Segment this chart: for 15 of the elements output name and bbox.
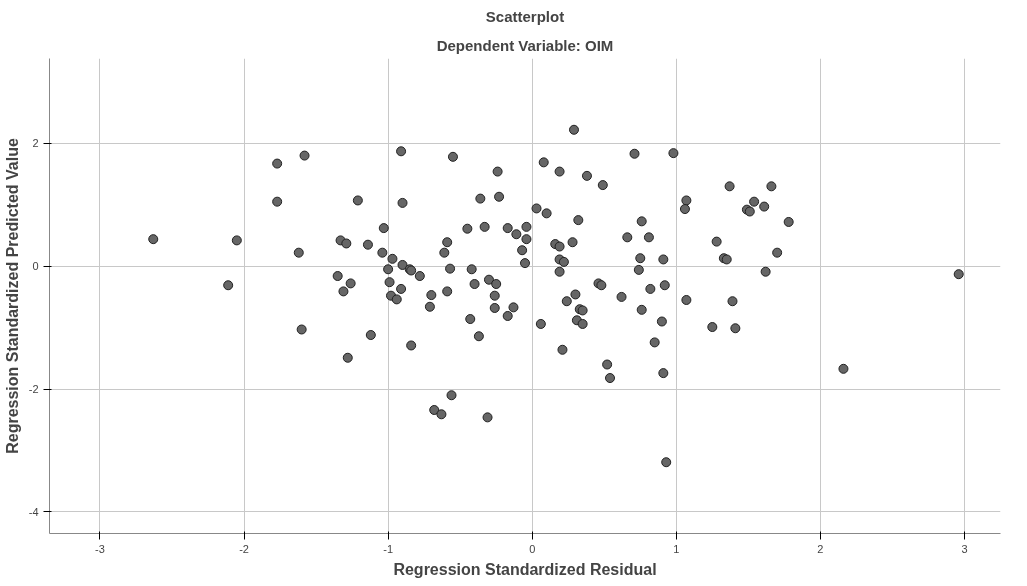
y-tick-label: 0 — [32, 260, 39, 273]
y-tick-label: 2 — [32, 137, 39, 150]
x-tick-label: 0 — [529, 542, 536, 555]
x-tick-label: 1 — [673, 542, 680, 555]
y-axis-title: Regression Standardized Predicted Value — [3, 138, 21, 454]
x-tick-label: 2 — [817, 542, 824, 555]
x-tick-label: -3 — [95, 542, 105, 555]
x-tick-label: 3 — [961, 542, 968, 555]
y-tick-label: -4 — [28, 505, 39, 518]
x-tick-label: -2 — [239, 542, 249, 555]
chart-title: Scatterplot — [485, 7, 565, 25]
chart-subtitle: Dependent Variable: OIM — [436, 36, 614, 54]
x-axis-title: Regression Standardized Residual — [393, 560, 657, 578]
y-tick-label: -2 — [28, 383, 39, 396]
x-tick-label: -1 — [383, 542, 393, 555]
